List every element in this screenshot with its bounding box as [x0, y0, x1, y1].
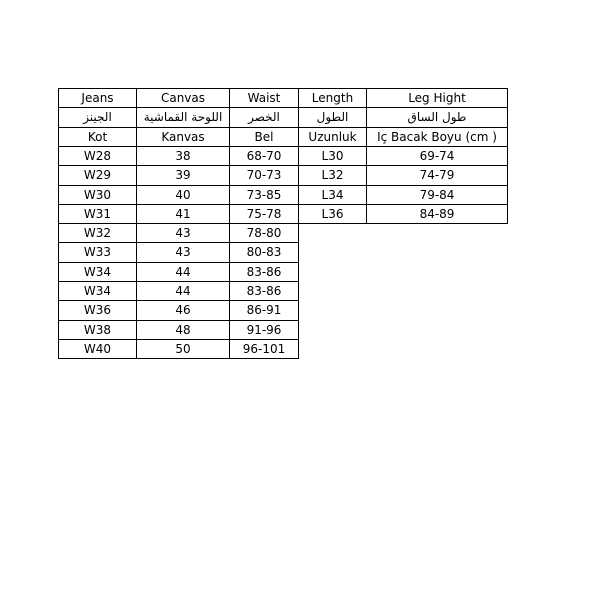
header-cell: Jeans [58, 88, 137, 108]
header-cell: Length [298, 88, 367, 108]
table-cell: 74-79 [366, 165, 508, 186]
table-cell: 91-96 [229, 320, 299, 340]
table-cell: 41 [136, 204, 230, 224]
header-cell: Canvas [136, 88, 230, 108]
table-cell: W31 [58, 204, 137, 224]
table-cell: W28 [58, 146, 137, 166]
table-cell: W33 [58, 242, 137, 263]
table-cell: 43 [136, 223, 230, 243]
table-cell: 43 [136, 242, 230, 263]
table-cell: W40 [58, 339, 137, 359]
header-cell: Kanvas [136, 127, 230, 147]
table-cell: 75-78 [229, 204, 299, 224]
table-cell: 73-85 [229, 185, 299, 205]
header-cell: Iç Bacak Boyu (cm ) [366, 127, 508, 147]
table-cell: L32 [298, 165, 367, 186]
header-cell: الطول [298, 107, 367, 128]
header-cell: Waist [229, 88, 299, 108]
header-cell: Bel [229, 127, 299, 147]
table-cell: 39 [136, 165, 230, 186]
table-cell: W34 [58, 262, 137, 282]
table-cell: 84-89 [366, 204, 508, 224]
table-cell: L30 [298, 146, 367, 166]
table-cell: W38 [58, 320, 137, 340]
table-cell: 46 [136, 300, 230, 321]
table-cell: L36 [298, 204, 367, 224]
table-cell: 69-74 [366, 146, 508, 166]
table-cell: W29 [58, 165, 137, 186]
header-cell: الجينز [58, 107, 137, 128]
table-cell: 50 [136, 339, 230, 359]
header-cell: اللوحة القماشية [136, 107, 230, 128]
header-cell: Uzunluk [298, 127, 367, 147]
table-cell: 86-91 [229, 300, 299, 321]
header-cell: طول الساق [366, 107, 508, 128]
table-cell: 83-86 [229, 262, 299, 282]
header-cell: الخصر [229, 107, 299, 128]
table-cell: 44 [136, 281, 230, 301]
table-cell: 96-101 [229, 339, 299, 359]
table-cell: W30 [58, 185, 137, 205]
table-cell: W32 [58, 223, 137, 243]
table-cell: 38 [136, 146, 230, 166]
table-cell: 80-83 [229, 242, 299, 263]
table-cell: 79-84 [366, 185, 508, 205]
table-cell: 68-70 [229, 146, 299, 166]
header-cell: Kot [58, 127, 137, 147]
table-cell: W36 [58, 300, 137, 321]
table-cell: W34 [58, 281, 137, 301]
table-cell: 44 [136, 262, 230, 282]
table-cell: 70-73 [229, 165, 299, 186]
table-cell: 78-80 [229, 223, 299, 243]
table-cell: L34 [298, 185, 367, 205]
table-cell: 40 [136, 185, 230, 205]
header-cell: Leg Hight [366, 88, 508, 108]
table-cell: 48 [136, 320, 230, 340]
table-cell: 83-86 [229, 281, 299, 301]
